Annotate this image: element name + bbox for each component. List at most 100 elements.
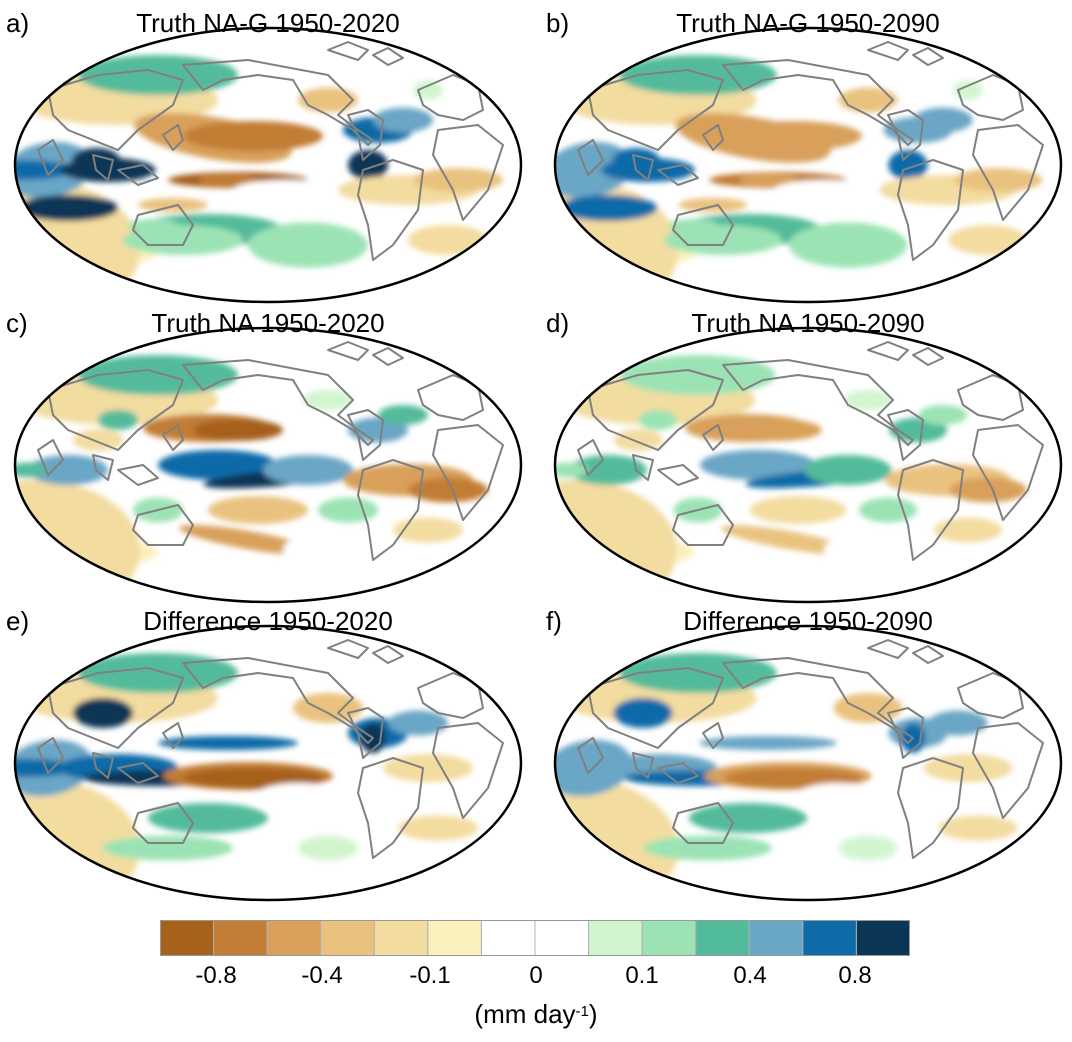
anomaly-blob <box>934 517 1002 543</box>
anomaly-blob <box>293 693 363 723</box>
coastline <box>672 802 734 844</box>
coastline <box>887 409 924 461</box>
coastline <box>722 359 914 446</box>
coastline <box>887 109 924 161</box>
anomaly-blob <box>824 535 892 565</box>
coastline <box>327 341 369 361</box>
anomaly-blob <box>858 497 918 523</box>
colorbar-tick-label: -0.1 <box>409 962 451 989</box>
anomaly-blob <box>158 450 278 480</box>
precip-anomaly-map <box>13 326 523 604</box>
coastline <box>657 762 699 784</box>
coastline <box>957 74 1024 121</box>
coastline <box>577 439 604 476</box>
anomaly-blob <box>98 410 138 430</box>
coastline <box>432 424 504 521</box>
anomaly-blob <box>283 535 353 565</box>
anomaly-blob <box>699 450 817 480</box>
coastline <box>347 707 384 759</box>
coastline <box>432 124 504 221</box>
anomaly-field <box>555 328 1061 602</box>
anomaly-blob <box>128 219 178 231</box>
anomaly-blob <box>15 462 48 478</box>
anomaly-blob <box>383 754 473 782</box>
anomaly-blob <box>749 496 847 524</box>
anomaly-blob <box>953 168 1043 192</box>
anomaly-blob <box>773 180 883 200</box>
colorbar-units: (mm day-1) <box>474 999 598 1029</box>
anomaly-blob <box>408 477 488 503</box>
panel-title: Difference 1950-2090 <box>683 606 933 636</box>
anomaly-blob <box>724 768 862 788</box>
anomaly-blob <box>348 150 388 180</box>
map-panel-f: f) Difference 1950-2090 <box>546 606 1068 908</box>
coastline <box>347 109 384 161</box>
map-border <box>553 326 1063 604</box>
anomaly-blob <box>721 525 855 555</box>
anomaly-blob <box>158 736 298 750</box>
coastline <box>372 347 404 366</box>
coastline <box>347 409 384 461</box>
colorbar-swatch <box>266 919 322 957</box>
coastline <box>357 757 424 859</box>
panel-label: a) <box>6 8 30 38</box>
coastline <box>92 752 114 779</box>
anomaly-blob <box>15 759 76 777</box>
coastline <box>417 672 484 719</box>
coastline <box>162 124 184 151</box>
anomaly-blob <box>888 150 928 180</box>
colorbar-svg <box>159 919 911 957</box>
coastline <box>132 802 194 844</box>
coastline <box>897 159 964 261</box>
colorbar-tick-label: 0.8 <box>838 962 872 989</box>
anomaly-blob <box>398 815 478 841</box>
anomaly-blob <box>179 524 317 556</box>
coastline <box>132 204 194 246</box>
anomaly-blob <box>663 225 783 255</box>
coastline <box>417 74 484 121</box>
coastline <box>897 459 964 561</box>
coastline <box>867 639 909 659</box>
anomaly-blob <box>73 429 123 451</box>
map-panel-d: d) Truth NA 1950-2090 <box>546 308 1068 610</box>
coastline <box>887 707 924 759</box>
colorbar-swatch <box>320 919 375 957</box>
coastline <box>632 752 654 779</box>
anomaly-blob <box>183 121 323 151</box>
colorbar-swatch <box>588 919 643 957</box>
colorbar-tick-label: -0.8 <box>195 962 237 989</box>
anomaly-blob <box>73 698 133 728</box>
panel-title: Truth NA-G 1950-2020 <box>136 8 400 38</box>
map-border <box>13 26 523 304</box>
anomaly-blob <box>138 198 208 212</box>
map-panel-e: e) Difference 1950-2020 <box>6 606 528 908</box>
coastline <box>587 667 724 749</box>
coastline <box>702 424 724 451</box>
anomaly-field <box>15 328 521 602</box>
panel-title: Truth NA 1950-2090 <box>691 308 925 338</box>
coastline <box>47 369 184 451</box>
coastline <box>182 359 374 446</box>
colorbar <box>159 919 911 957</box>
anomaly-blob <box>318 497 378 523</box>
coastline <box>372 645 404 664</box>
colorbar-tick-label: 0.1 <box>625 962 659 989</box>
coastline <box>957 672 1024 719</box>
map-panel-a: a) Truth NA-G 1950-2020 <box>6 8 528 310</box>
anomaly-blob <box>373 107 433 133</box>
anomaly-blob <box>148 803 268 833</box>
coastline <box>972 124 1044 221</box>
colorbar-swatch <box>534 919 590 957</box>
coastlines <box>37 41 504 261</box>
anomaly-blob <box>678 198 748 212</box>
coastline <box>182 657 374 744</box>
anomaly-blob <box>263 455 353 485</box>
coastline <box>722 59 914 146</box>
coastline <box>37 737 64 774</box>
anomaly-blob <box>724 121 862 151</box>
anomaly-blob <box>699 736 837 750</box>
precip-anomaly-map <box>13 624 523 902</box>
coastlines <box>577 41 1044 261</box>
colorbar-tick-label: 0.4 <box>733 962 767 989</box>
coastline <box>632 154 654 181</box>
